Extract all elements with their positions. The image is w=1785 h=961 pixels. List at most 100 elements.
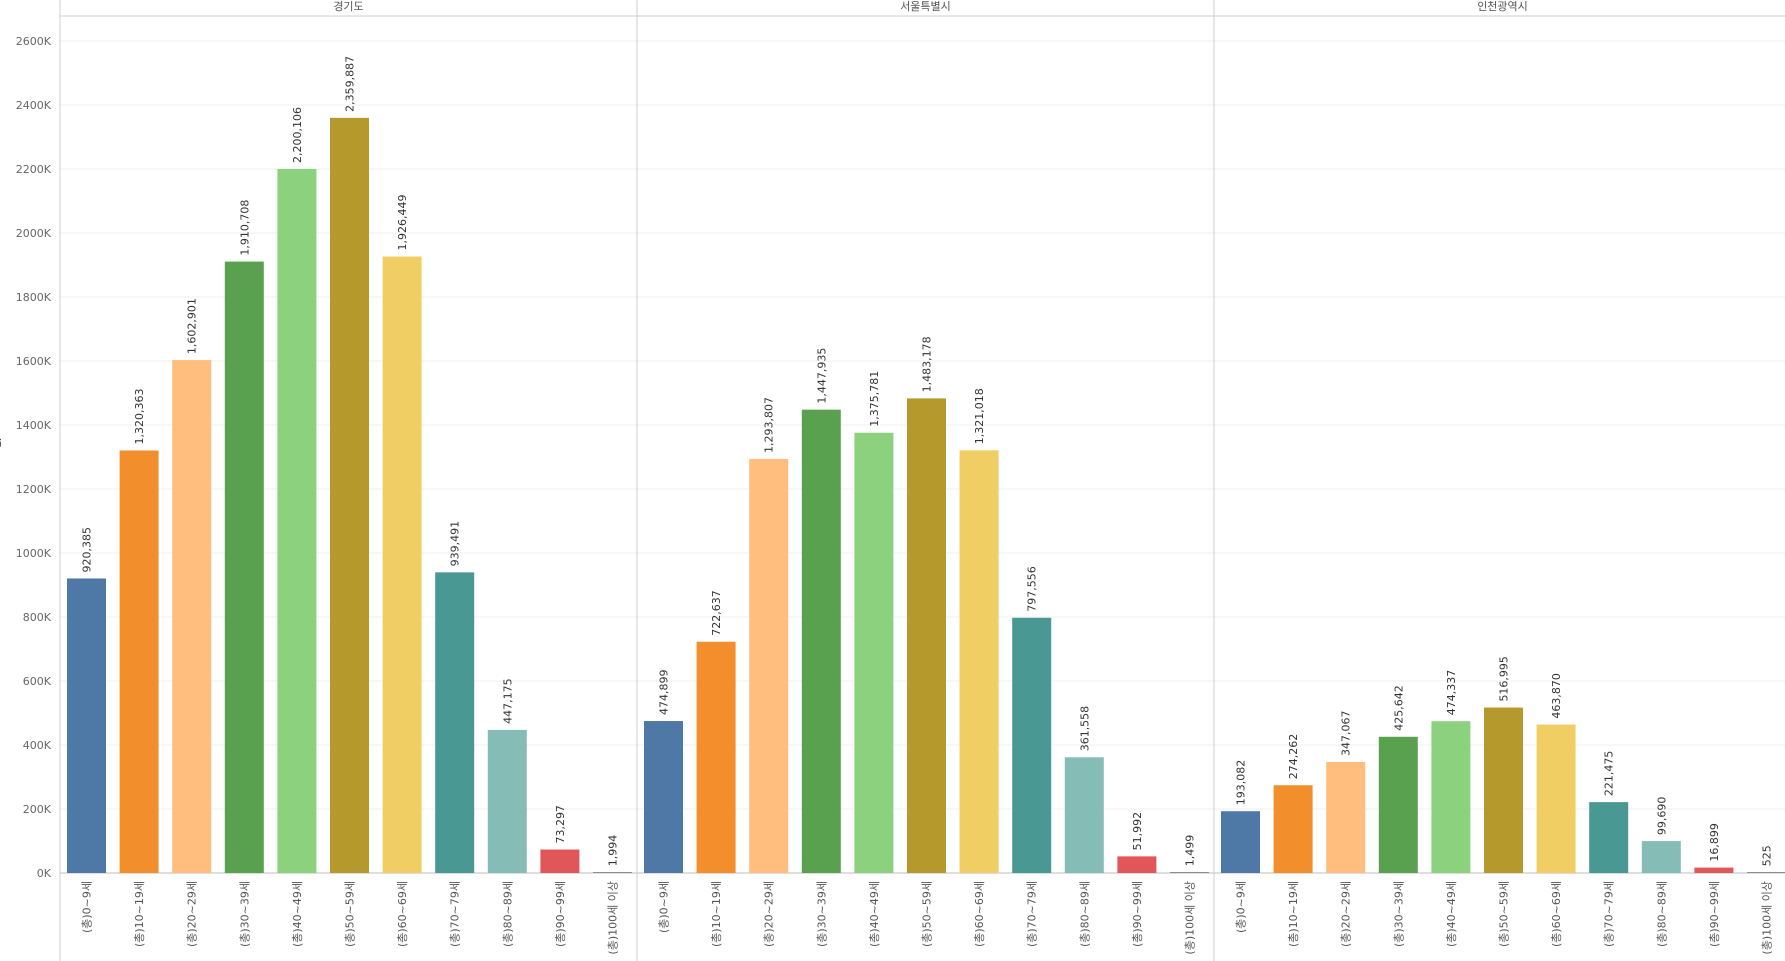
bar-value-label: 193,082	[1235, 760, 1248, 806]
bar	[277, 168, 317, 874]
x-tick-label: (총)60~69세	[396, 881, 409, 947]
bar	[119, 450, 159, 873]
bar-value-label: 274,262	[1287, 734, 1300, 780]
bar-value-label: 939,491	[449, 521, 462, 567]
bar-value-label: 221,475	[1603, 751, 1616, 797]
x-tick-label: (총)100세 이상	[1184, 881, 1197, 955]
x-tick-label: (총)50~59세	[1498, 881, 1511, 947]
bar	[224, 261, 264, 873]
bar	[593, 872, 632, 873]
bar-value-label: 425,642	[1392, 685, 1405, 731]
bar-value-label: 474,337	[1445, 670, 1458, 716]
bar	[487, 729, 527, 873]
x-tick-label: (총)70~79세	[1026, 881, 1039, 947]
bar-value-label: 1,910,708	[238, 200, 251, 256]
bar	[172, 360, 212, 874]
bar	[330, 117, 369, 873]
x-tick-label: (총)70~79세	[449, 881, 462, 947]
bar-value-label: 516,995	[1498, 656, 1511, 702]
y-tick-label: 800K	[23, 611, 52, 624]
x-tick-label: (총)10~19세	[133, 881, 146, 947]
y-tick-label: 200K	[23, 803, 52, 816]
x-tick-label: (총)80~89세	[1078, 881, 1091, 947]
bar	[67, 578, 106, 873]
bar	[959, 450, 999, 873]
bar	[1012, 617, 1052, 873]
y-tick-label: 1400K	[16, 419, 52, 432]
panel-title: 인천광역시	[1477, 0, 1528, 13]
bar	[1431, 721, 1471, 873]
bar	[907, 398, 946, 873]
x-tick-label: (총)20~29세	[1340, 881, 1353, 947]
bar-value-label: 797,556	[1026, 566, 1039, 612]
x-tick-label: (총)100세 이상	[1761, 881, 1774, 955]
bar-value-label: 1,994	[607, 835, 620, 867]
bar	[1484, 707, 1523, 873]
x-tick-label: (총)50~59세	[921, 881, 934, 947]
x-tick-label: (총)40~49세	[868, 881, 881, 947]
x-tick-label: (총)10~19세	[710, 881, 723, 947]
bar-value-label: 447,175	[501, 678, 514, 724]
bar	[1747, 872, 1785, 873]
x-tick-label: (총)80~89세	[501, 881, 514, 947]
bar-value-label: 474,899	[658, 670, 671, 716]
y-tick-label: 2600K	[16, 35, 52, 48]
y-tick-label: 1600K	[16, 355, 52, 368]
bar	[1694, 867, 1734, 873]
bar-value-label: 525	[1761, 845, 1774, 866]
bar	[1064, 757, 1104, 873]
x-tick-label: (총)0~9세	[81, 881, 94, 933]
x-tick-label: (총)30~39세	[238, 881, 251, 947]
bar	[1221, 811, 1260, 873]
bar	[696, 641, 736, 873]
bar-value-label: 1,926,449	[396, 195, 409, 251]
bar-value-label: 1,447,935	[815, 348, 828, 404]
bar-value-label: 1,321,018	[973, 388, 986, 444]
bar	[749, 458, 789, 873]
panel-title: 경기도	[333, 0, 363, 13]
y-tick-label: 2400K	[16, 99, 52, 112]
bar	[1170, 872, 1209, 873]
x-tick-label: (총)20~29세	[186, 881, 199, 947]
bar-value-label: 920,385	[81, 527, 94, 573]
x-tick-label: (총)20~29세	[763, 881, 776, 947]
bar-value-label: 1,375,781	[868, 371, 881, 427]
bar-value-label: 99,690	[1655, 797, 1668, 836]
x-tick-label: (총)60~69세	[973, 881, 986, 947]
bar	[382, 256, 422, 873]
y-tick-label: 400K	[23, 739, 52, 752]
x-tick-label: (총)60~69세	[1550, 881, 1563, 947]
bar-value-label: 463,870	[1550, 673, 1563, 719]
bar	[644, 721, 683, 873]
x-tick-label: (총)80~89세	[1655, 881, 1668, 947]
bar	[1326, 761, 1366, 873]
y-tick-label: 1800K	[16, 291, 52, 304]
y-tick-label: 0K	[37, 867, 52, 880]
panel-title: 서울특별시	[900, 0, 951, 13]
bar	[540, 849, 580, 873]
bar-value-label: 51,992	[1131, 812, 1144, 851]
bar-value-label: 347,067	[1340, 710, 1353, 756]
y-tick-label: 1000K	[16, 547, 52, 560]
x-tick-label: (총)90~99세	[554, 881, 567, 947]
x-tick-label: (총)50~59세	[344, 881, 357, 947]
x-tick-label: (총)100세 이상	[607, 881, 620, 955]
y-tick-label: 2000K	[16, 227, 52, 240]
bar	[1536, 724, 1576, 873]
y-tick-label: 2200K	[16, 163, 52, 176]
x-tick-label: (총)70~79세	[1603, 881, 1616, 947]
bar-value-label: 722,637	[710, 590, 723, 636]
bar-value-label: 1,483,178	[921, 336, 934, 392]
x-tick-label: (총)40~49세	[291, 881, 304, 947]
bar	[801, 409, 841, 873]
x-tick-label: (총)40~49세	[1445, 881, 1458, 947]
bar	[435, 572, 475, 873]
bar-value-label: 1,499	[1184, 835, 1197, 867]
bar	[854, 432, 894, 873]
x-tick-label: (총)0~9세	[1235, 881, 1248, 933]
y-tick-label: 1200K	[16, 483, 52, 496]
x-tick-label: (총)90~99세	[1131, 881, 1144, 947]
y-tick-label: 600K	[23, 675, 52, 688]
y-axis-label: 값	[0, 438, 3, 448]
x-tick-label: (총)90~99세	[1708, 881, 1721, 947]
